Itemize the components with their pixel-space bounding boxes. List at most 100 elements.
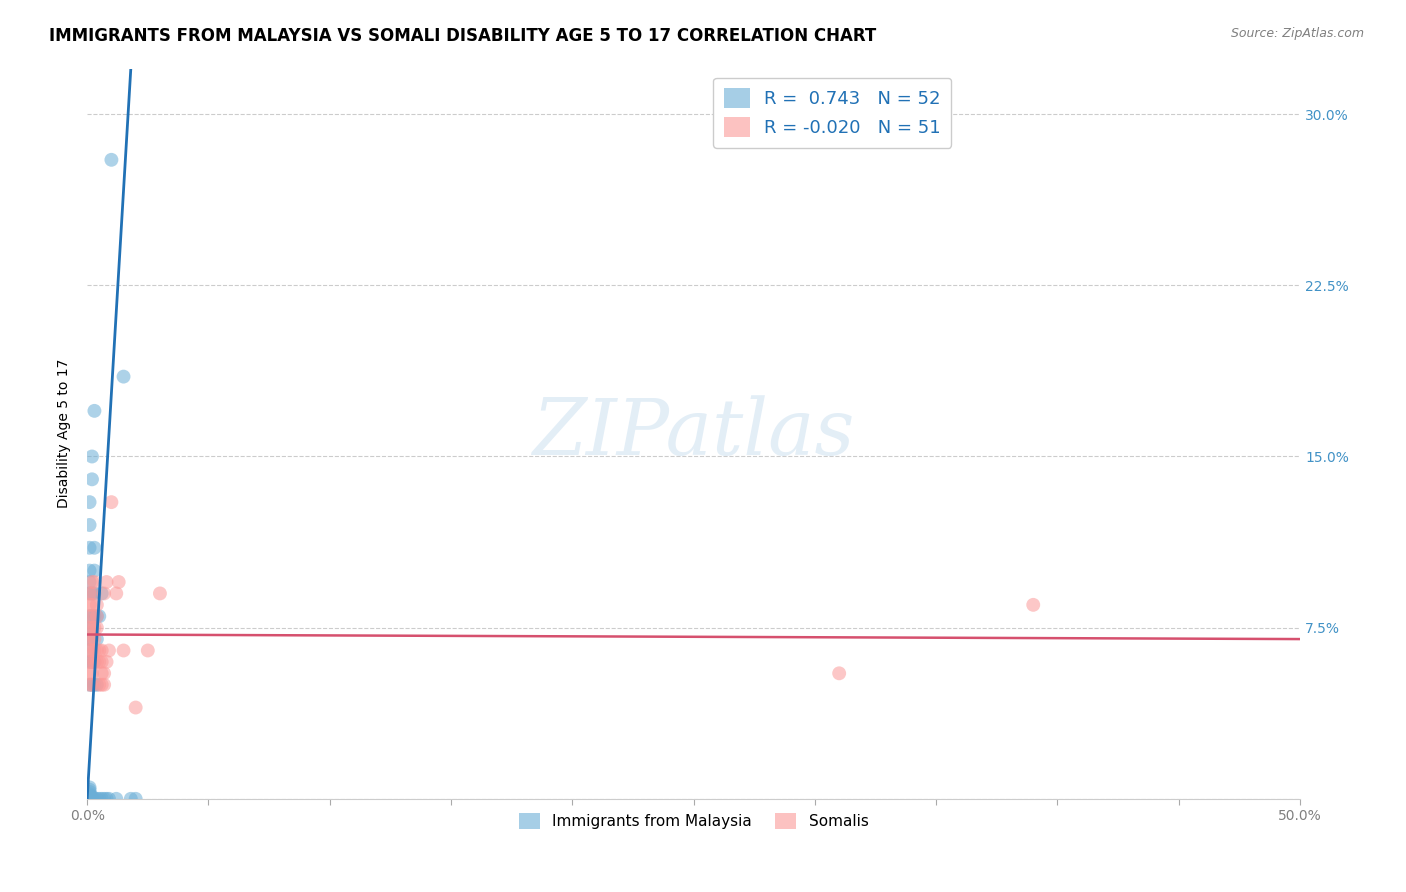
Point [98, 643, 121, 657]
Point [90, 666, 112, 681]
Point [112, 643, 135, 657]
Point [80, 643, 103, 657]
Point [136, 643, 159, 657]
Point [83, 586, 105, 600]
Point [86, 621, 108, 635]
Point [80, 632, 103, 646]
Point [86, 598, 108, 612]
Point [89, 678, 111, 692]
Point [124, 700, 146, 714]
Point [83, 609, 105, 624]
Point [79, 609, 101, 624]
Point [93, 666, 115, 681]
Point [107, 574, 129, 589]
Point [80, 586, 103, 600]
Point [90, 655, 112, 669]
Point [83, 574, 105, 589]
Point [80, 472, 103, 486]
Point [96, 792, 118, 806]
Point [83, 643, 105, 657]
Point [79, 609, 101, 624]
Point [83, 792, 105, 806]
Point [79, 785, 101, 799]
Point [112, 369, 135, 384]
Point [83, 655, 105, 669]
Point [86, 609, 108, 624]
Point [90, 586, 112, 600]
Point [79, 518, 101, 533]
Point [80, 632, 103, 646]
Point [79, 541, 101, 555]
Point [90, 643, 112, 657]
Point [79, 598, 101, 612]
Point [80, 792, 103, 806]
Point [80, 655, 103, 669]
Point [124, 792, 146, 806]
Point [79, 678, 101, 692]
Legend: Immigrants from Malaysia, Somalis: Immigrants from Malaysia, Somalis [513, 806, 875, 835]
Point [79, 643, 101, 657]
Point [89, 792, 111, 806]
Point [89, 655, 111, 669]
Point [93, 678, 115, 692]
Point [120, 792, 142, 806]
Point [80, 598, 103, 612]
Text: Source: ZipAtlas.com: Source: ZipAtlas.com [1230, 27, 1364, 40]
Point [79, 621, 101, 635]
Point [100, 153, 122, 167]
Point [828, 666, 851, 681]
Point [79, 678, 101, 692]
Point [80, 678, 103, 692]
Point [93, 586, 115, 600]
Point [80, 678, 103, 692]
Point [80, 450, 103, 464]
Point [98, 792, 121, 806]
Point [79, 495, 101, 509]
Point [86, 643, 108, 657]
Point [79, 792, 101, 806]
Point [89, 643, 111, 657]
Point [90, 792, 112, 806]
Point [79, 655, 101, 669]
Text: IMMIGRANTS FROM MALAYSIA VS SOMALI DISABILITY AGE 5 TO 17 CORRELATION CHART: IMMIGRANTS FROM MALAYSIA VS SOMALI DISAB… [49, 27, 876, 45]
Point [79, 574, 101, 589]
Point [149, 586, 172, 600]
Point [79, 782, 101, 797]
Point [80, 666, 103, 681]
Point [80, 621, 103, 635]
Point [86, 655, 108, 669]
Point [83, 678, 105, 692]
Point [79, 655, 101, 669]
Point [80, 655, 103, 669]
Point [80, 609, 103, 624]
Point [89, 609, 111, 624]
Point [83, 404, 105, 418]
Point [86, 678, 108, 692]
Point [80, 621, 103, 635]
Point [79, 787, 101, 801]
Point [79, 564, 101, 578]
Point [96, 574, 118, 589]
Point [79, 621, 101, 635]
Point [80, 609, 103, 624]
Point [1022, 598, 1045, 612]
Point [83, 632, 105, 646]
Point [83, 655, 105, 669]
Point [83, 621, 105, 635]
Point [79, 632, 101, 646]
Text: ZIPatlas: ZIPatlas [533, 395, 855, 472]
Point [96, 655, 118, 669]
Point [93, 792, 115, 806]
Y-axis label: Disability Age 5 to 17: Disability Age 5 to 17 [58, 359, 72, 508]
Point [80, 574, 103, 589]
Point [83, 564, 105, 578]
Point [86, 632, 108, 646]
Point [83, 541, 105, 555]
Point [79, 780, 101, 795]
Point [79, 666, 101, 681]
Point [79, 586, 101, 600]
Point [100, 495, 122, 509]
Point [79, 643, 101, 657]
Point [105, 586, 128, 600]
Point [80, 586, 103, 600]
